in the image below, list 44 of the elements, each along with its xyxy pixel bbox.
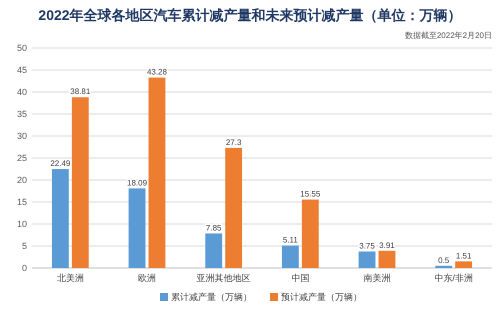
bar	[205, 233, 222, 268]
y-tick-label: 10	[16, 219, 27, 229]
y-tick-label: 0	[22, 263, 27, 273]
data-label: 22.49	[50, 159, 71, 168]
legend-label: 预计减产量（万辆）	[281, 292, 362, 302]
data-label: 7.85	[206, 223, 222, 232]
y-tick-label: 30	[16, 131, 27, 141]
y-tick-label: 5	[22, 241, 27, 251]
legend-label: 累计减产量（万辆）	[171, 292, 252, 302]
data-label: 43.28	[146, 68, 168, 77]
x-tick-label: 亚洲其他地区	[196, 273, 251, 283]
x-tick-label: 北美洲	[56, 273, 84, 283]
data-label: 15.55	[300, 190, 321, 199]
data-label: 1.51	[456, 251, 472, 260]
y-tick-label: 40	[16, 87, 27, 97]
data-label: 3.91	[379, 240, 396, 250]
y-tick-label: 45	[16, 65, 27, 75]
y-tick-label: 50	[16, 43, 27, 53]
bar	[302, 200, 319, 268]
data-label: 0.5	[438, 256, 450, 265]
data-label: 18.09	[127, 178, 148, 188]
data-label: 27.3	[226, 138, 242, 147]
bar	[282, 246, 299, 268]
bar	[72, 97, 89, 268]
y-tick-label: 35	[16, 109, 27, 119]
bar	[455, 261, 472, 268]
x-tick-label: 中东/非洲	[434, 273, 473, 283]
x-tick-label: 南美洲	[364, 273, 390, 283]
y-tick-label: 25	[16, 153, 27, 163]
chart-title: 2022年全球各地区汽车累计减产量和未来预计减产量（单位：万辆）	[38, 7, 462, 23]
bar	[128, 188, 146, 268]
text: 数据截至2022年2月20日	[404, 31, 492, 40]
data-label: 3.75	[359, 242, 376, 250]
bar	[225, 148, 242, 268]
bar	[52, 169, 69, 268]
bar	[378, 250, 396, 268]
y-tick-label: 15	[16, 197, 27, 207]
data-label: 5.11	[282, 236, 298, 245]
bar	[148, 78, 166, 268]
bar	[358, 252, 376, 268]
y-tick-label: 20	[16, 175, 27, 185]
x-tick-label: 中国	[291, 273, 310, 283]
data-label: 38.81	[70, 87, 91, 96]
x-tick-label: 欧洲	[138, 273, 156, 283]
